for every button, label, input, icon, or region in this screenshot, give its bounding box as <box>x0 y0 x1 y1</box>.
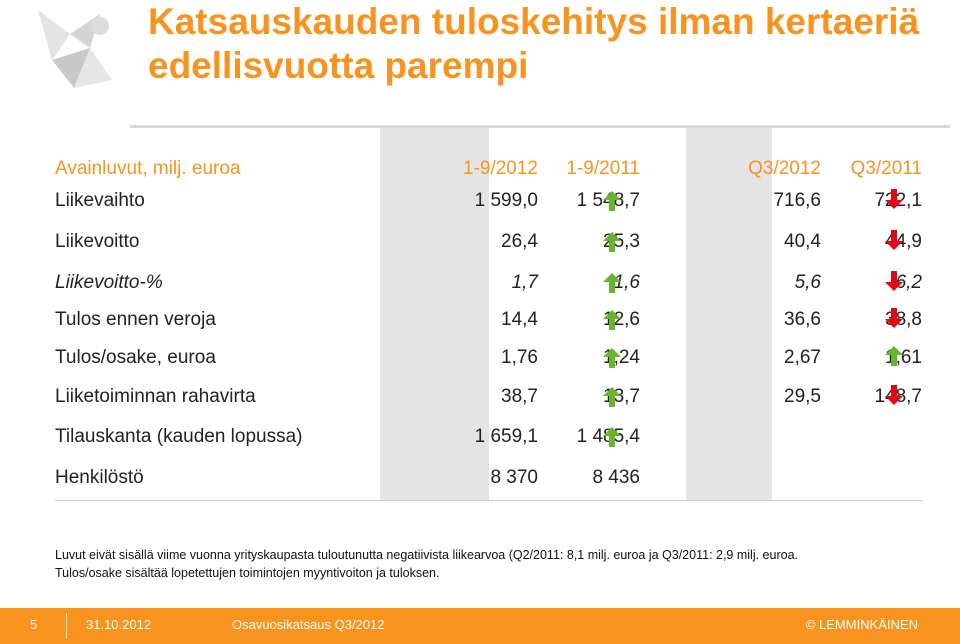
table-row: Liiketoiminnan rahavirta38,713,729,5148,… <box>55 382 922 412</box>
arrow-down-icon <box>885 308 903 328</box>
value-q3-2011: 6,2 <box>895 272 922 293</box>
arrow-up-icon <box>603 273 621 293</box>
row-label: Liikevoitto <box>55 231 140 252</box>
table-bottom-line <box>55 500 923 501</box>
row-label: Tulos/osake, euroa <box>55 347 216 368</box>
value-q3-2012: 40,4 <box>784 231 821 252</box>
value-1-9-2012: 1 599,0 <box>474 190 538 211</box>
lemminkainen-logo-icon <box>38 10 112 88</box>
footnote-1: Luvut eivät sisällä viime vuonna yritysk… <box>55 548 798 562</box>
value-q3-2012: 36,6 <box>784 309 821 330</box>
header-q3-2012: Q3/2012 <box>748 158 821 179</box>
value-q3-2012: 29,5 <box>784 386 821 407</box>
arrow-up-icon <box>603 191 621 211</box>
table-row: Tilauskanta (kauden lopussa) 1 659,1 1 485… <box>55 422 915 452</box>
value-1-9-2011: 1 485,4 <box>576 426 640 447</box>
arrow-down-icon <box>885 271 903 291</box>
header-1-9-2011: 1-9/2011 <box>566 158 640 179</box>
arrow-down-icon <box>885 189 903 209</box>
column-highlight-q3-2012 <box>686 128 772 500</box>
arrow-up-icon <box>603 232 621 252</box>
value-1-9-2012: 1,76 <box>501 347 538 368</box>
title-divider <box>130 125 950 128</box>
row-label: Henkilöstö <box>55 467 144 488</box>
footer-report-title: Osavuosikatsaus Q3/2012 <box>232 617 385 632</box>
table-row: Liikevoitto 26,4 25,3 40,4 44,9 <box>55 227 922 257</box>
header-q3-2011: Q3/2011 <box>850 158 922 179</box>
header-1-9-2012: 1-9/2012 <box>462 158 538 179</box>
value-1-9-2011: 1 548,7 <box>576 190 640 211</box>
column-highlight-1-9-2012 <box>380 128 489 500</box>
footer-copyright: © LEMMINKÄINEN <box>805 617 918 632</box>
arrow-up-icon <box>603 310 621 330</box>
footer-date: 31.10.2012 <box>86 617 152 632</box>
footer-divider <box>66 613 67 639</box>
value-1-9-2011: 8 436 <box>592 467 640 488</box>
arrow-up-icon <box>603 427 621 447</box>
table-row: Tulos ennen veroja 14,4 12,6 36,6 38,8 <box>55 305 922 335</box>
row-label: Liiketoiminnan rahavirta <box>55 386 256 407</box>
arrow-up-icon <box>603 387 621 407</box>
table-row: Liikevoitto-% 1,7 1,6 5,6 6,2 <box>55 268 922 298</box>
page-title: Katsauskauden tuloskehitys ilman kertaer… <box>148 1 920 86</box>
row-label: Liikevoitto-% <box>55 272 163 293</box>
arrow-up-icon <box>603 348 621 368</box>
value-1-9-2012: 14,4 <box>501 309 538 330</box>
arrow-down-icon <box>885 385 903 405</box>
table-header-row: Avainluvut, milj. euroa 1-9/2012 1-9/201… <box>55 154 922 184</box>
header-label: Avainluvut, milj. euroa <box>55 158 241 179</box>
row-label: Liikevaihto <box>55 190 145 211</box>
table-row: Tulos/osake, euroa 1,76 1,24 2,67 1,61 <box>55 343 922 373</box>
row-label: Tilauskanta (kauden lopussa) <box>55 426 303 447</box>
footer-bar: 5 31.10.2012 Osavuosikatsaus Q3/2012 © L… <box>0 608 960 644</box>
value-q3-2012: 2,67 <box>784 347 821 368</box>
value-1-9-2012: 8 370 <box>490 467 538 488</box>
page-number: 5 <box>30 617 38 632</box>
value-1-9-2011: 1,6 <box>613 272 640 293</box>
arrow-up-icon <box>885 346 903 366</box>
row-label: Tulos ennen veroja <box>55 309 216 330</box>
arrow-down-icon <box>885 230 903 250</box>
value-1-9-2012: 1 659,1 <box>474 426 538 447</box>
table-row: Henkilöstö 8 370 8 436 <box>55 463 915 493</box>
value-q3-2012: 716,6 <box>773 190 821 211</box>
footnote-2: Tulos/osake sisältää lopetettujen toimin… <box>55 566 440 580</box>
value-1-9-2012: 26,4 <box>501 231 538 252</box>
footnotes: Luvut eivät sisällä viime vuonna yritysk… <box>55 546 935 582</box>
value-q3-2012: 5,6 <box>794 272 821 293</box>
value-1-9-2012: 1,7 <box>511 272 538 293</box>
value-1-9-2012: 38,7 <box>501 386 538 407</box>
